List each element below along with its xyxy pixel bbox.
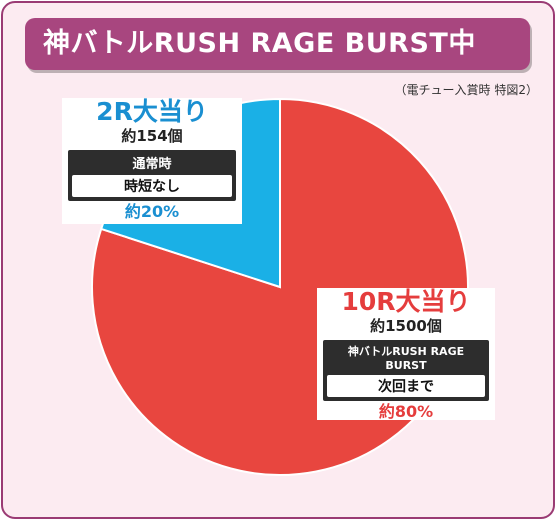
chart-title: 神バトルRUSH RAGE BURST中 (25, 18, 530, 70)
slice-label-2r: 2R大当り 約154個 通常時 時短なし 約20% (62, 98, 242, 224)
slice-10r-after-detail: 次回まで (327, 375, 485, 397)
slice-10r-name: 10R大当り (341, 287, 471, 316)
slice-2r-after-detail: 時短なし (72, 175, 232, 197)
slice-2r-percent: 約20% (124, 202, 180, 221)
slice-10r-count: 約1500個 (370, 317, 442, 335)
slice-10r-after-box: 神バトルRUSH RAGE BURST 次回まで (323, 340, 489, 401)
slice-2r-name: 2R大当り (96, 97, 208, 126)
slice-2r-after: 通常時 (132, 157, 172, 172)
slice-2r-count: 約154個 (121, 127, 183, 145)
slice-2r-after-box: 通常時 時短なし (68, 150, 236, 201)
slice-label-10r: 10R大当り 約1500個 神バトルRUSH RAGE BURST 次回まで 約… (317, 287, 495, 421)
slice-10r-after: 神バトルRUSH RAGE BURST (347, 345, 465, 372)
chart-note: （電チュー入賞時 特図2） (394, 83, 538, 97)
slice-10r-percent: 約80% (378, 402, 434, 421)
